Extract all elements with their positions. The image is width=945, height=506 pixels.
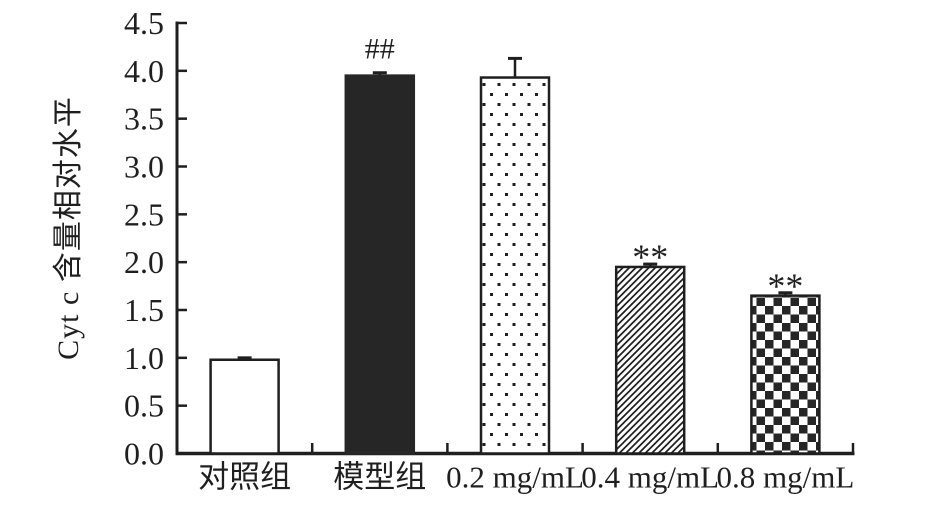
error-bars: [237, 56, 793, 360]
bar-4: [614, 265, 686, 455]
y-tick-label: 2.0: [124, 244, 164, 280]
significance-markers: ## ** **: [365, 33, 804, 306]
y-tick-label: 1.0: [124, 340, 164, 376]
x-category-label: 0.8 mg/mL: [717, 460, 855, 495]
x-category-label: 模型组: [333, 460, 426, 495]
bar-2: [344, 74, 416, 455]
y-tick-label: 4.5: [124, 5, 164, 41]
bars: [209, 74, 821, 455]
y-tick-label: 3.5: [124, 101, 164, 137]
y-axis-label: Cyt c 含量相对水平: [52, 96, 85, 360]
bar-5: [750, 294, 821, 455]
y-tick-label: 4.0: [124, 53, 164, 89]
y-axis-ticks: 0.0 0.5 1.0 1.5 2.0 2.5 3.0 3.5 4.0 4.5: [124, 5, 187, 472]
x-category-label: 0.4 mg/mL: [581, 460, 719, 495]
bar-1: [209, 358, 280, 455]
bar-3: [479, 76, 551, 455]
x-axis-ticks: [310, 443, 855, 453]
x-category-label: 对照组: [198, 460, 291, 495]
axis-labels: 对照组 模型组 0.2 mg/mL0.4 mg/mL0.8 mg/mL: [198, 460, 854, 495]
significance-marker: **: [632, 237, 668, 277]
significance-marker: ##: [365, 33, 395, 66]
y-tick-label: 2.5: [124, 196, 164, 232]
y-tick-label: 0.0: [124, 436, 164, 472]
y-tick-label: 0.5: [124, 388, 164, 424]
y-tick-label: 3.0: [124, 149, 164, 185]
x-category-label: 0.2 mg/mL: [446, 460, 584, 495]
y-tick-label: 1.5: [124, 292, 164, 328]
significance-marker: **: [767, 266, 803, 306]
